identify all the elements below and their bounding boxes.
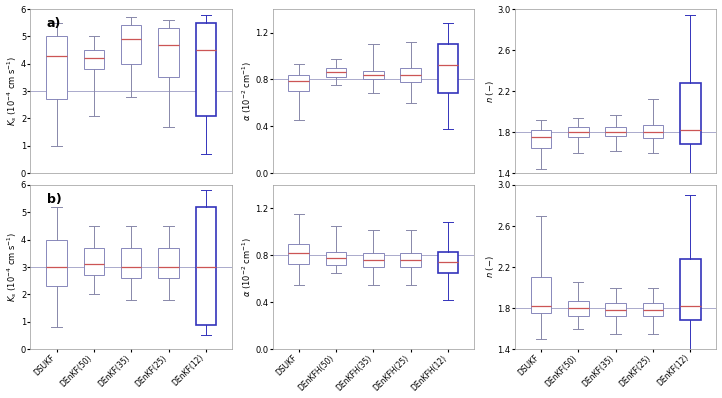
- Y-axis label: $n$ ($-$): $n$ ($-$): [484, 256, 496, 279]
- PathPatch shape: [196, 23, 216, 116]
- PathPatch shape: [680, 259, 700, 320]
- PathPatch shape: [680, 83, 700, 144]
- PathPatch shape: [289, 244, 309, 263]
- PathPatch shape: [326, 68, 347, 77]
- PathPatch shape: [401, 68, 421, 82]
- PathPatch shape: [46, 240, 67, 286]
- PathPatch shape: [121, 248, 142, 278]
- PathPatch shape: [568, 127, 588, 137]
- PathPatch shape: [158, 28, 179, 78]
- PathPatch shape: [643, 303, 664, 316]
- PathPatch shape: [196, 207, 216, 324]
- Text: b): b): [46, 193, 61, 206]
- PathPatch shape: [84, 248, 104, 275]
- Y-axis label: $\alpha$ ($10^{-2}$ cm$^{-1}$): $\alpha$ ($10^{-2}$ cm$^{-1}$): [240, 237, 253, 297]
- PathPatch shape: [438, 252, 458, 273]
- PathPatch shape: [568, 301, 588, 316]
- PathPatch shape: [401, 253, 421, 267]
- PathPatch shape: [531, 130, 551, 148]
- PathPatch shape: [289, 75, 309, 91]
- PathPatch shape: [363, 253, 383, 267]
- PathPatch shape: [605, 127, 626, 136]
- PathPatch shape: [158, 248, 179, 278]
- Text: a): a): [46, 17, 61, 30]
- PathPatch shape: [84, 50, 104, 69]
- Y-axis label: $K_s$ ($10^{-4}$ cm s$^{-1}$): $K_s$ ($10^{-4}$ cm s$^{-1}$): [6, 56, 19, 126]
- PathPatch shape: [643, 125, 664, 139]
- PathPatch shape: [605, 303, 626, 316]
- PathPatch shape: [121, 25, 142, 64]
- PathPatch shape: [438, 44, 458, 94]
- PathPatch shape: [46, 36, 67, 100]
- Y-axis label: $n$ ($-$): $n$ ($-$): [484, 80, 496, 103]
- PathPatch shape: [363, 71, 383, 80]
- Y-axis label: $\alpha$ ($10^{-2}$ cm$^{-1}$): $\alpha$ ($10^{-2}$ cm$^{-1}$): [240, 61, 253, 121]
- Y-axis label: $K_s$ ($10^{-4}$ cm s$^{-1}$): $K_s$ ($10^{-4}$ cm s$^{-1}$): [6, 232, 19, 302]
- PathPatch shape: [531, 277, 551, 313]
- PathPatch shape: [326, 252, 347, 265]
